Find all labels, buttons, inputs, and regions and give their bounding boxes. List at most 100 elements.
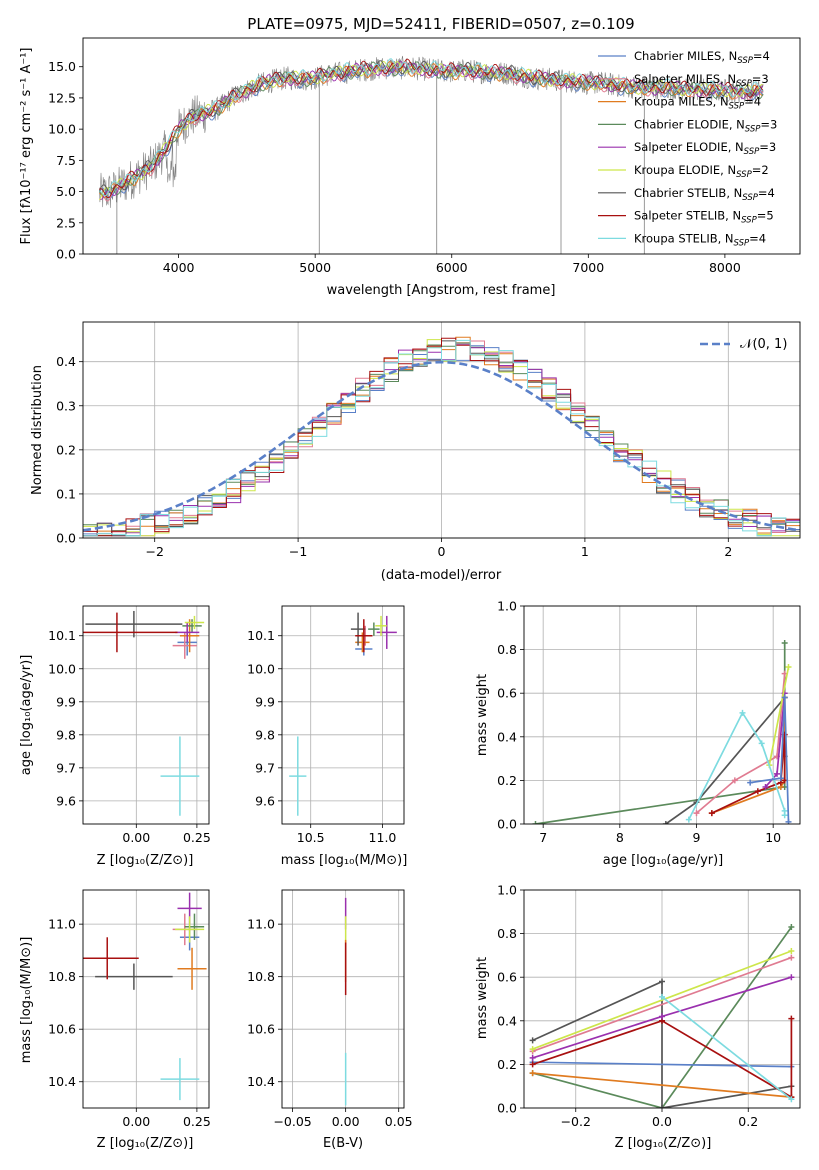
mass-vs-ebv-ytick-label: 10.8 <box>247 969 275 984</box>
spectrum-legend-model: Kroupa ELODIE, N <box>634 163 736 177</box>
spectrum-legend-n: =4 <box>744 95 761 109</box>
weight-vs-z-plot-area <box>529 924 795 1108</box>
spectrum-xtick-label: 8000 <box>709 260 741 275</box>
residuals-panel: −2 −1 0 1 2 0.0 0.1 0.2 0.3 0.4 <box>56 321 801 559</box>
spectrum-model-line <box>99 62 764 202</box>
weight-vs-age-xlabel: age [log₁₀(age/yr)] <box>603 853 724 868</box>
residuals-ytick-label: 0.4 <box>56 354 76 369</box>
weight-vs-z-xtick-label: −0.2 <box>561 1114 591 1129</box>
spectrum-legend-subscript: SSP <box>729 102 745 112</box>
spectrum-legend-model: Chabrier MILES, N <box>634 49 737 63</box>
weight-vs-z-series-marker <box>529 1046 536 1053</box>
weight-vs-z-series-line <box>532 950 792 1050</box>
residuals-xtick-label: 2 <box>724 544 732 559</box>
age-vs-z-xlabel: Z [log₁₀(Z/Z⊙)] <box>97 853 194 868</box>
mass-vs-z-ytick-label: 10.8 <box>48 969 76 984</box>
residuals-normal-curve <box>83 360 800 532</box>
spectrum-xlabel: wavelength [Angstrom, rest frame] <box>327 283 556 298</box>
weight-vs-z-series-marker <box>659 993 665 1000</box>
weight-vs-age-frame <box>523 605 801 825</box>
age-vs-z-ylabel: age [log₁₀(age/yr)] <box>19 655 34 776</box>
spectrum-plot-area <box>98 55 764 254</box>
weight-vs-z-series-marker <box>529 1070 536 1077</box>
mass-vs-z-plot-area <box>83 892 207 1101</box>
spectrum-legend-model: Salpeter MILES, N <box>634 72 736 86</box>
weight-vs-age-series-marker <box>731 777 738 784</box>
spectrum-legend-entry: Chabrier ELODIE, NSSP=3 <box>634 117 777 134</box>
weight-vs-z-series-marker <box>529 1037 536 1044</box>
spectrum-xtick-label: 6000 <box>436 260 468 275</box>
age-vs-z-ytick-label: 9.7 <box>56 760 76 775</box>
weight-vs-z-series-marker <box>659 978 665 985</box>
spectrum-model-line <box>99 60 764 201</box>
spectrum-frame <box>82 37 801 255</box>
residuals-xtick-label: −1 <box>289 544 307 559</box>
weight-vs-age-ytick-label: 0.4 <box>497 729 517 744</box>
spectrum-legend-subscript: SSP <box>736 170 752 180</box>
spectrum-legend-entry: Chabrier MILES, NSSP=4 <box>634 49 770 66</box>
spectrum-legend-subscript: SSP <box>741 216 757 226</box>
spectrum-legend-entry: Chabrier STELIB, NSSP=4 <box>634 186 775 203</box>
residuals-ytick-label: 0.2 <box>56 442 76 457</box>
weight-vs-z-series-marker <box>529 1061 536 1068</box>
weight-vs-z-series-marker <box>659 1013 665 1020</box>
spectrum-legend-entry: Salpeter MILES, NSSP=3 <box>634 72 769 89</box>
residuals-xtick-label: 0 <box>438 544 446 559</box>
spectrum-legend-n: =3 <box>752 72 769 86</box>
weight-vs-z-series-line <box>532 956 792 1053</box>
spectrum-legend-subscript: SSP <box>742 193 758 203</box>
spectrum-legend-model: Salpeter ELODIE, N <box>634 140 744 154</box>
spectrum-legend-model: Chabrier ELODIE, N <box>634 117 745 131</box>
weight-vs-age-xtick-label: 8 <box>616 830 624 845</box>
weight-vs-z-xlabel: Z [log₁₀(Z/Z⊙)] <box>615 1136 712 1151</box>
weight-vs-age-xtick-label: 7 <box>539 830 547 845</box>
spectrum-model-line <box>98 60 764 194</box>
weight-vs-age-series-line <box>750 697 790 822</box>
age-vs-z-ytick-label: 9.6 <box>56 793 76 808</box>
weight-vs-age-plot-area <box>532 640 792 824</box>
spectrum-legend-n: =4 <box>758 186 775 200</box>
age-vs-mass-ytick-label: 9.7 <box>255 760 275 775</box>
weight-vs-z-series-line <box>532 926 793 1108</box>
spectrum-legend-model: Salpeter STELIB, N <box>634 209 741 223</box>
weight-vs-age-series-line <box>695 673 786 814</box>
residuals-xtick-label: −2 <box>145 544 163 559</box>
weight-vs-z-ytick-label: 0.6 <box>497 970 517 985</box>
weight-vs-age-series-marker <box>777 775 784 782</box>
spectrum-ytick-label: 2.5 <box>56 215 76 230</box>
weight-vs-z-series-line <box>532 980 792 1108</box>
spectrum-legend-n: =3 <box>759 140 776 154</box>
weight-vs-age-series-marker <box>747 779 754 786</box>
spectrum-xtick-label: 4000 <box>163 260 195 275</box>
spectrum-legend-model: Kroupa STELIB, N <box>634 231 734 245</box>
age-vs-mass-ytick-label: 9.8 <box>255 727 275 742</box>
mass-vs-ebv-ytick-label: 10.4 <box>247 1074 275 1089</box>
residuals-legend-label: 𝒩(0, 1) <box>740 337 787 352</box>
weight-vs-z-ytick-label: 0.4 <box>497 1013 517 1028</box>
weight-vs-age-ytick-label: 0.0 <box>497 817 517 832</box>
mass-vs-ebv-panel: −0.05 0.00 0.05 10.4 10.6 10.8 11.0 <box>247 889 413 1129</box>
weight-vs-age-series-marker <box>693 810 700 817</box>
spectrum-ytick-label: 10.0 <box>48 122 76 137</box>
mass-vs-ebv-xlabel: E(B-V) <box>323 1136 363 1151</box>
weight-vs-age-series-marker <box>708 810 715 817</box>
spectrum-xtick-label: 7000 <box>572 260 604 275</box>
weight-vs-age-series-marker <box>532 821 539 824</box>
weight-vs-age-series-marker <box>781 640 788 647</box>
weight-vs-z-series-marker <box>788 954 795 961</box>
spectrum-ylabel: Flux [fλ10⁻¹⁷ erg cm⁻² s⁻¹ A⁻¹] <box>19 48 34 245</box>
spectrum-legend-n: =4 <box>753 49 770 63</box>
weight-vs-age-ytick-label: 1.0 <box>497 599 517 614</box>
weight-vs-age-series-marker <box>758 740 765 747</box>
spectrum-model-line <box>99 61 764 196</box>
spectrum-model-line <box>99 58 764 199</box>
spectrum-legend-subscript: SSP <box>744 147 760 157</box>
spectrum-legend-subscript: SSP <box>734 238 750 248</box>
age-vs-z-frame <box>82 605 210 825</box>
age-vs-mass-ytick-label: 10.1 <box>247 628 275 643</box>
mass-vs-z-ytick-label: 10.6 <box>48 1022 76 1037</box>
weight-vs-age-series-line <box>768 666 790 766</box>
age-vs-mass-xlabel: mass [log₁₀(M/M⊙)] <box>281 853 408 868</box>
weight-vs-z-ytick-label: 0.2 <box>497 1057 517 1072</box>
weight-vs-age-panel: 7 8 9 10 0.0 0.2 0.4 0.6 0.8 1.0 <box>497 599 801 845</box>
